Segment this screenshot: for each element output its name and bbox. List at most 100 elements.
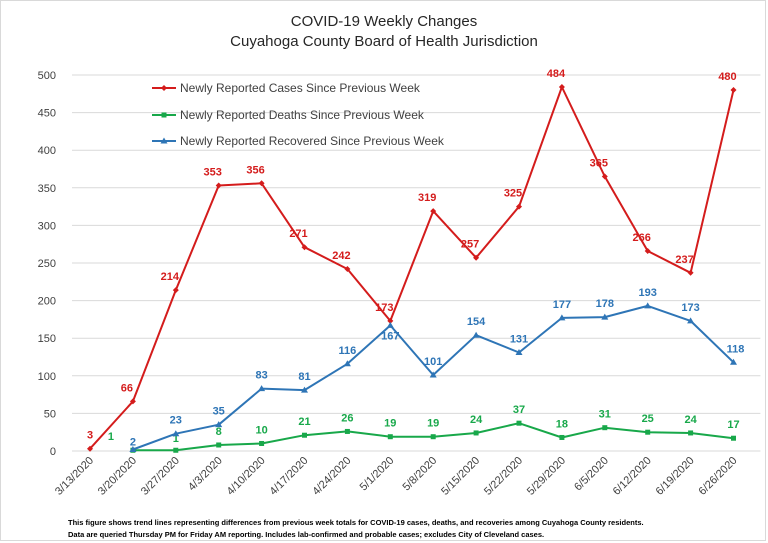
footnote: This figure shows trend lines representi… (68, 517, 758, 541)
data-point (302, 432, 307, 438)
data-label: 173 (375, 302, 393, 314)
data-label: 365 (590, 158, 608, 170)
data-label: 8 (216, 426, 222, 438)
data-point (558, 314, 566, 321)
data-point (172, 287, 179, 294)
data-point (645, 429, 651, 435)
data-point (301, 386, 308, 393)
y-tick-label: 450 (38, 108, 56, 120)
data-point (644, 247, 651, 254)
data-label: 193 (639, 287, 657, 299)
data-label: 242 (332, 250, 350, 262)
data-label: 21 (298, 416, 310, 428)
data-label: 177 (553, 299, 571, 311)
y-tick-label: 300 (38, 220, 56, 232)
data-point (601, 313, 609, 320)
data-label: 1 (173, 433, 179, 445)
legend-marker (161, 112, 167, 118)
x-tick-label: 3/13/2020 (53, 455, 96, 498)
data-point (259, 440, 265, 446)
data-point (344, 428, 350, 434)
data-point (730, 87, 737, 94)
data-point (129, 398, 136, 405)
data-point (258, 385, 266, 392)
data-label: 17 (727, 419, 739, 431)
data-label: 19 (427, 418, 439, 430)
data-label: 353 (204, 167, 222, 179)
data-point (87, 445, 93, 452)
data-point (515, 348, 523, 355)
data-point (472, 331, 480, 338)
data-point (730, 358, 737, 365)
data-point (516, 203, 522, 210)
data-label: 23 (170, 415, 182, 427)
data-label: 116 (339, 345, 357, 357)
data-label: 10 (255, 424, 267, 436)
data-point (601, 173, 608, 180)
x-tick-label: 6/5/2020 (572, 455, 611, 494)
x-tick-label: 5/15/2020 (439, 455, 482, 498)
data-point (343, 360, 351, 367)
data-label: 484 (547, 68, 566, 80)
data-label: 480 (718, 71, 736, 83)
x-tick-label: 6/12/2020 (611, 455, 654, 498)
data-label: 178 (596, 298, 614, 310)
data-point (558, 84, 565, 91)
data-point (215, 421, 223, 428)
data-label: 101 (424, 356, 442, 368)
legend-label: Newly Reported Deaths Since Previous Wee… (180, 108, 425, 122)
legend-label: Newly Reported Recovered Since Previous … (180, 134, 445, 148)
data-label: 18 (556, 418, 568, 430)
y-tick-label: 150 (38, 333, 56, 345)
data-label: 81 (298, 371, 310, 383)
x-tick-label: 4/10/2020 (225, 455, 268, 498)
data-point (688, 430, 694, 436)
data-point (387, 434, 393, 440)
data-label: 25 (642, 413, 654, 425)
x-tick-label: 6/26/2020 (697, 455, 740, 498)
data-point (731, 435, 736, 441)
data-label: 83 (255, 370, 267, 382)
y-tick-label: 100 (38, 371, 56, 383)
data-point (516, 420, 522, 426)
data-point (301, 244, 308, 251)
data-label: 37 (513, 404, 525, 416)
data-point (258, 180, 265, 187)
data-point (430, 208, 437, 215)
data-point (473, 430, 479, 436)
data-label: 173 (681, 302, 699, 314)
x-tick-label: 4/17/2020 (268, 455, 311, 498)
data-label: 24 (684, 414, 697, 426)
data-label: 24 (470, 414, 483, 426)
data-point (386, 321, 394, 328)
y-tick-label: 200 (38, 296, 56, 308)
data-point (430, 434, 436, 440)
data-label: 118 (727, 343, 745, 355)
x-tick-label: 5/8/2020 (401, 455, 440, 494)
data-point (687, 269, 694, 276)
data-point (173, 447, 179, 453)
y-tick-label: 250 (38, 258, 56, 270)
legend-marker (161, 85, 167, 91)
footnote-line-2: Data are queried Thursday PM for Friday … (68, 530, 545, 539)
x-tick-label: 6/19/2020 (654, 455, 697, 498)
chart-subtitle: Cuyahoga County Board of Health Jurisdic… (230, 33, 538, 50)
x-tick-label: 5/1/2020 (358, 455, 397, 494)
data-label: 66 (121, 382, 133, 394)
series-line-1 (89, 86, 735, 450)
data-point (644, 302, 652, 309)
data-label: 154 (467, 316, 486, 328)
x-tick-label: 5/22/2020 (482, 455, 525, 498)
data-label: 3 (87, 430, 93, 442)
data-label: 1 (108, 431, 114, 443)
data-label: 356 (246, 164, 264, 176)
footnote-line-1: This figure shows trend lines representi… (68, 518, 644, 527)
y-tick-label: 400 (38, 145, 56, 157)
data-point (687, 317, 695, 324)
data-point (129, 445, 137, 452)
data-point (344, 266, 351, 273)
data-label: 35 (213, 406, 225, 418)
data-label: 325 (504, 188, 522, 200)
x-tick-label: 5/29/2020 (525, 455, 568, 498)
